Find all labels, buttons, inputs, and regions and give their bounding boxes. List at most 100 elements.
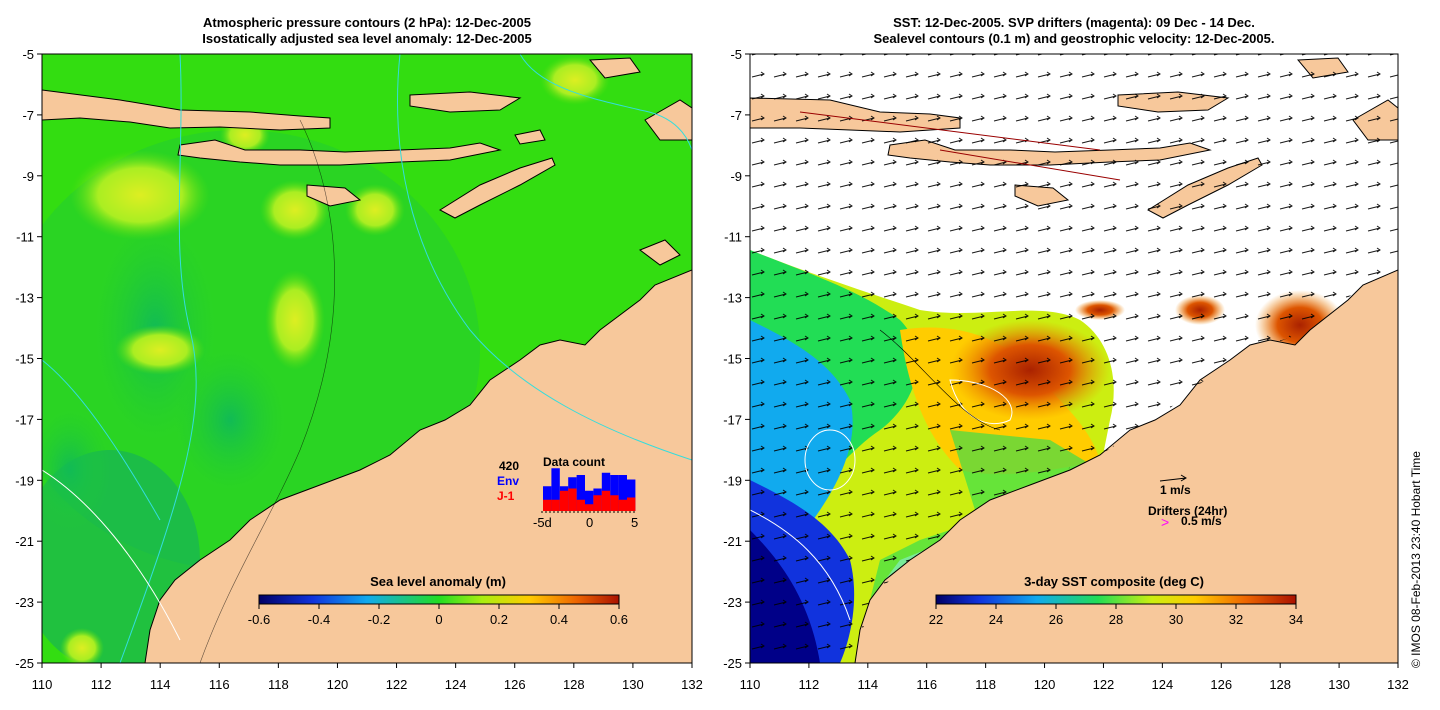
left-y-tick-label: -23	[15, 595, 34, 610]
env-count-bar	[543, 486, 552, 511]
left-x-tick-label: 114	[150, 677, 171, 692]
left-y-tick-label: -21	[15, 534, 34, 549]
right-y-tick-label: -17	[723, 412, 742, 427]
velocity-scale-label: 1 m/s	[1160, 483, 1191, 497]
j1-count-bar	[610, 495, 619, 511]
sst-colorbar-tick: 22	[929, 612, 943, 627]
sea-level-colorbar-tick: -0.4	[308, 612, 330, 627]
sea-level-colorbar-tick: -0.6	[248, 612, 270, 627]
right-x-tick-label: 116	[916, 677, 937, 692]
right-y-tick-label: -7	[730, 108, 742, 123]
right-x-tick-label: 124	[1152, 677, 1174, 692]
env-count-bar	[610, 475, 619, 511]
right-title-line1: SST: 12-Dec-2005. SVP drifters (magenta)…	[893, 15, 1255, 30]
left-y-tick-label: -17	[15, 412, 34, 427]
right-x-tick-label: 112	[799, 677, 820, 692]
right-y-tick-label: -13	[723, 291, 742, 306]
env-legend-label: Env	[497, 474, 519, 488]
right-x-tick-label: 130	[1328, 677, 1350, 692]
dc-tick-zero: 0	[586, 515, 593, 530]
left-x-tick-label: 118	[268, 677, 289, 692]
sea-level-colorbar-tick: -0.2	[368, 612, 390, 627]
sst-colorbar-tick: 30	[1169, 612, 1183, 627]
left-x-tick-label: 120	[327, 677, 349, 692]
left-x-tick-label: 116	[209, 677, 230, 692]
j1-count-bar	[585, 504, 594, 511]
dc-tick-end: 5	[631, 515, 638, 530]
left-x-tick-label: 112	[91, 677, 112, 692]
right-y-tick-label: -9	[730, 169, 742, 184]
sea-level-anomaly-map	[42, 54, 692, 663]
env-count-bar	[618, 475, 627, 511]
right-x-tick-label: 118	[975, 677, 996, 692]
right-x-tick-label: 132	[1387, 677, 1409, 692]
right-y-tick-label: -15	[723, 352, 742, 367]
j1-count-bar	[551, 499, 560, 511]
j1-count-bar	[627, 497, 636, 511]
data-count-total: 420	[499, 459, 519, 473]
data-count-bars	[543, 468, 636, 511]
sst-colorbar-tick: 28	[1109, 612, 1123, 627]
velocity-scale-arrow-icon	[1159, 474, 1187, 482]
map-axes: 110 112 114 116 118 120 122 124 126 128 130 132 -5 -7…	[15, 47, 1409, 692]
right-y-tick-label: -25	[723, 656, 742, 671]
j1-count-bar	[618, 499, 627, 511]
left-x-tick-label: 124	[445, 677, 467, 692]
env-count-bar	[627, 479, 636, 511]
j1-count-bar	[601, 490, 611, 511]
sst-colorbar-tick: 24	[989, 612, 1003, 627]
left-x-tick-label: 132	[681, 677, 703, 692]
sea-level-colorbar-tick: 0.2	[490, 612, 508, 627]
sea-level-colorbar: Sea level anomaly (m) -0.6 -0.4 -0.2 0 0.2 0.…	[248, 574, 628, 627]
sst-map-panel: SST: 12-Dec-2005. SVP drifters (magenta)…	[749, 15, 1399, 664]
left-title-line1: Atmospheric pressure contours (2 hPa): 1…	[203, 15, 531, 30]
right-y-tick-label: -11	[724, 230, 742, 245]
data-count-title: Data count	[543, 455, 605, 469]
right-x-tick-label: 126	[1210, 677, 1232, 692]
sst-colorbar: 3-day SST composite (deg C) 22 24 26 28 30 32…	[929, 574, 1303, 627]
drifter-arrow-icon: >	[1161, 514, 1169, 530]
right-y-tick-label: -21	[723, 534, 742, 549]
sst-colorbar-tick: 26	[1049, 612, 1063, 627]
right-x-tick-label: 114	[857, 677, 878, 692]
credit-text: © IMOS 08-Feb-2013 23:40 Hobart Time	[1409, 451, 1423, 668]
left-y-tick-label: -5	[22, 47, 34, 62]
sea-level-colorbar-tick: 0.6	[610, 612, 628, 627]
right-x-tick-label: 120	[1034, 677, 1056, 692]
velocity-scale-legend: 1 m/s Drifters (24hr) > 0.5 m/s	[1148, 474, 1227, 530]
right-x-tick-label: 110	[740, 677, 761, 692]
drifter-speed-label: 0.5 m/s	[1181, 514, 1222, 528]
left-y-tick-label: -19	[15, 473, 34, 488]
right-y-tick-label: -23	[723, 595, 742, 610]
j1-count-bar	[568, 488, 577, 511]
sst-colorbar-tick: 34	[1289, 612, 1303, 627]
right-x-tick-label: 122	[1093, 677, 1115, 692]
left-y-tick-label: -15	[15, 352, 34, 367]
right-y-tick-label: -5	[730, 47, 742, 62]
sea-level-colorbar-tick: 0	[435, 612, 442, 627]
env-count-bar	[585, 490, 594, 511]
right-y-tick-label: -19	[723, 473, 742, 488]
sea-level-colorbar-label: Sea level anomaly (m)	[370, 574, 506, 589]
dc-tick-start: -5d	[533, 515, 552, 530]
sst-colorbar-label: 3-day SST composite (deg C)	[1024, 574, 1204, 589]
left-y-tick-label: -9	[22, 169, 34, 184]
right-x-tick-label: 128	[1269, 677, 1291, 692]
sea-level-colorbar-tick: 0.4	[550, 612, 568, 627]
left-x-tick-label: 126	[504, 677, 526, 692]
drifters-label: Drifters (24hr)	[1148, 504, 1227, 518]
env-count-bar	[551, 468, 560, 511]
left-title-line2: Isostatically adjusted sea level anomaly…	[202, 31, 532, 46]
left-x-tick-label: 110	[32, 677, 53, 692]
j1-count-bar	[576, 499, 585, 511]
data-count-inset: 420 Env J-1 Data count -5d 0 5	[497, 455, 638, 530]
left-x-tick-label: 128	[563, 677, 585, 692]
j1-count-bar	[593, 495, 602, 511]
left-y-tick-label: -7	[22, 108, 34, 123]
j1-count-bar	[559, 490, 569, 511]
sst-colorbar-tick: 32	[1229, 612, 1243, 627]
j1-count-bar	[543, 499, 552, 511]
sst-map	[750, 54, 1398, 663]
right-title-line2: Sealevel contours (0.1 m) and geostrophi…	[874, 31, 1275, 46]
left-y-tick-label: -11	[16, 230, 34, 245]
